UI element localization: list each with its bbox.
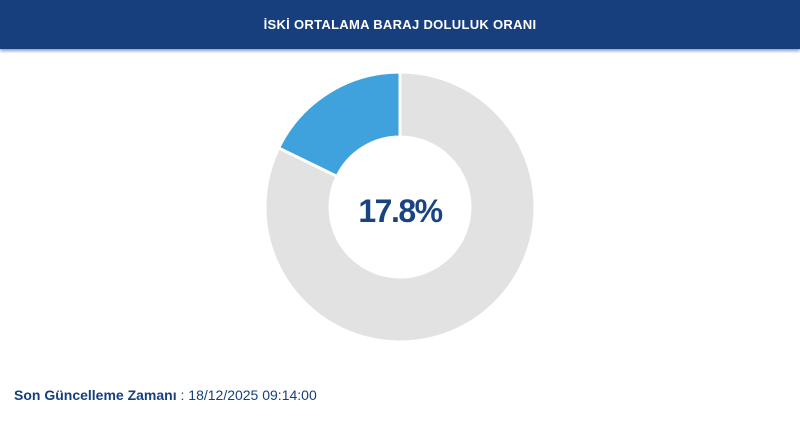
svg-text:17.8%: 17.8%	[358, 193, 442, 229]
